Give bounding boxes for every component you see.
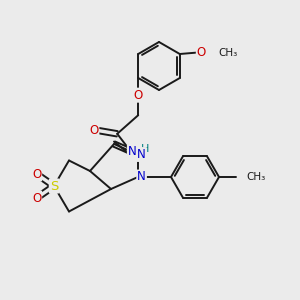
Text: N: N [137, 148, 146, 161]
Text: N: N [128, 145, 136, 158]
Text: O: O [89, 124, 98, 137]
Text: CH₃: CH₃ [218, 47, 237, 58]
Text: O: O [134, 88, 143, 102]
Text: CH₃: CH₃ [246, 172, 265, 182]
Text: O: O [197, 46, 206, 59]
Text: O: O [32, 167, 41, 181]
Text: S: S [50, 179, 58, 193]
Text: N: N [137, 170, 146, 184]
Text: H: H [141, 144, 149, 154]
Text: O: O [32, 191, 41, 205]
